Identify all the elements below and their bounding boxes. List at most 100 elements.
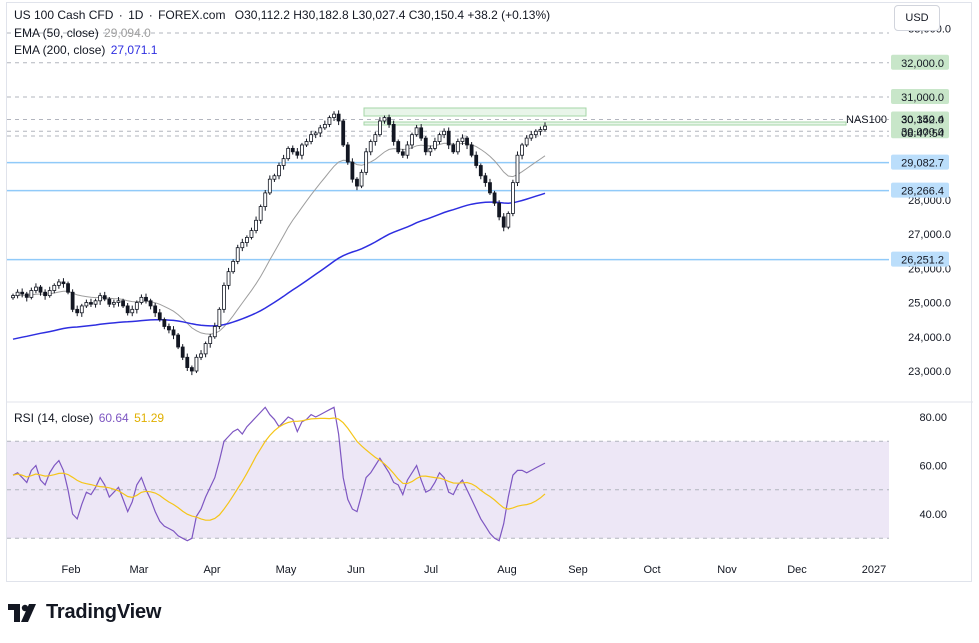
symbol-tag: NAS100 [846, 114, 887, 126]
candle-body [194, 356, 199, 372]
rsi-ma-line [12, 417, 546, 521]
candle-body [474, 154, 479, 166]
candle-body [24, 293, 29, 298]
interval-label[interactable]: 1D [128, 8, 144, 22]
rsi-legend[interactable]: RSI (14, close) 60.64 51.29 [14, 411, 166, 425]
candle-body [322, 124, 327, 129]
candle-body [364, 151, 369, 173]
source-label: FOREX.com [158, 8, 226, 22]
time-tick-label: Mar [130, 564, 149, 576]
candle-body [437, 134, 442, 142]
level-badge-label: 26,251.2 [901, 255, 944, 267]
level-badge-label: 32,000.0 [901, 58, 944, 70]
candle-body [217, 308, 222, 327]
level-badge [891, 111, 949, 127]
candle-body [157, 312, 162, 321]
candle-body [249, 230, 254, 238]
candle-body [263, 192, 268, 207]
candle-body [359, 171, 364, 187]
level-badge [891, 54, 949, 70]
candle-body [501, 216, 506, 228]
candle-body [368, 141, 373, 153]
candle-body [52, 284, 57, 291]
candle-body [20, 291, 25, 295]
time-tick-label: Apr [203, 564, 220, 576]
candle-body [102, 295, 107, 300]
symbol-name[interactable]: US 100 Cash CFD [14, 8, 114, 22]
candle-body [139, 296, 144, 303]
tradingview-brand: TradingView [46, 601, 162, 623]
time-tick-label: 2027 [862, 564, 886, 576]
candle-body [529, 134, 534, 139]
candle-body [272, 175, 277, 180]
candle-body [414, 127, 419, 136]
candle-body [222, 284, 226, 310]
candle-body [488, 182, 492, 194]
candle-body [79, 305, 84, 314]
chart-canvas[interactable]: 33,000.027,000.025,000.024,000.023,000.0… [7, 3, 973, 583]
candle-body [121, 300, 125, 307]
level-badge-label: 28,266.4 [901, 186, 944, 198]
candle-body [410, 134, 414, 146]
level-badge-label: 31,000.0 [901, 92, 944, 104]
candle-body [56, 281, 61, 286]
candle-body [244, 237, 249, 243]
candle-body [387, 117, 391, 125]
candle-body [167, 326, 171, 331]
candle-body [377, 120, 382, 136]
ema50-legend[interactable]: EMA (50, close) 29,094.0 [14, 26, 153, 40]
candle-body [153, 305, 158, 314]
candle-body [130, 308, 135, 314]
rsi-tick-label: 60.00 [919, 461, 947, 473]
candle-body [75, 308, 80, 314]
candle-body [66, 283, 70, 293]
chart-frame[interactable]: 33,000.027,000.025,000.024,000.023,000.0… [6, 2, 973, 583]
candle-body [497, 202, 502, 218]
candle-body [199, 353, 203, 358]
price-tick-label: 23,000.0 [908, 366, 951, 378]
candle-body [469, 144, 474, 156]
candle-body [510, 182, 515, 214]
candle-body [423, 137, 428, 153]
candle-body [309, 134, 314, 142]
candle-body [134, 302, 139, 310]
candle-body [116, 300, 121, 303]
candle-body [446, 130, 451, 146]
candle-body [442, 130, 447, 136]
ema200-legend[interactable]: EMA (200, close) 27,071.1 [14, 43, 159, 57]
rsi-tick-label: 40.00 [919, 509, 947, 521]
tradingview-logo[interactable]: TradingView [8, 601, 161, 624]
candle-body [515, 154, 520, 184]
candle-body [313, 132, 318, 136]
level-badge-label: 30,000.0 [901, 126, 944, 138]
currency-button[interactable]: USD [894, 5, 940, 31]
price-tick-label: 24,000.0 [908, 332, 951, 344]
candle-body [455, 141, 460, 153]
candle-body [400, 151, 405, 156]
candle-body [506, 213, 511, 228]
candle-body [235, 247, 240, 262]
candle-body [483, 175, 488, 184]
time-tick-label: Aug [497, 564, 517, 576]
level-badge [891, 154, 949, 170]
candle-body [451, 144, 456, 153]
last-price-label: 30,150.4 [901, 114, 944, 126]
candle-body [460, 137, 465, 142]
candle-body [433, 141, 437, 149]
candle-body [61, 281, 66, 285]
candle-body [419, 127, 424, 139]
candle-body [89, 302, 93, 305]
candle-body [327, 117, 332, 125]
candle-body [300, 144, 304, 156]
candle-body [98, 295, 103, 302]
candle-body [332, 113, 336, 118]
time-tick-label: Jul [424, 564, 438, 576]
candle-body [258, 206, 263, 221]
candle-body [125, 305, 130, 314]
candle-body [341, 120, 346, 146]
candle-body [144, 296, 148, 302]
candle-body [176, 334, 181, 348]
candle-body [543, 125, 547, 130]
candle-body [162, 319, 167, 327]
rsi-ma-value: 51.29 [134, 411, 165, 425]
